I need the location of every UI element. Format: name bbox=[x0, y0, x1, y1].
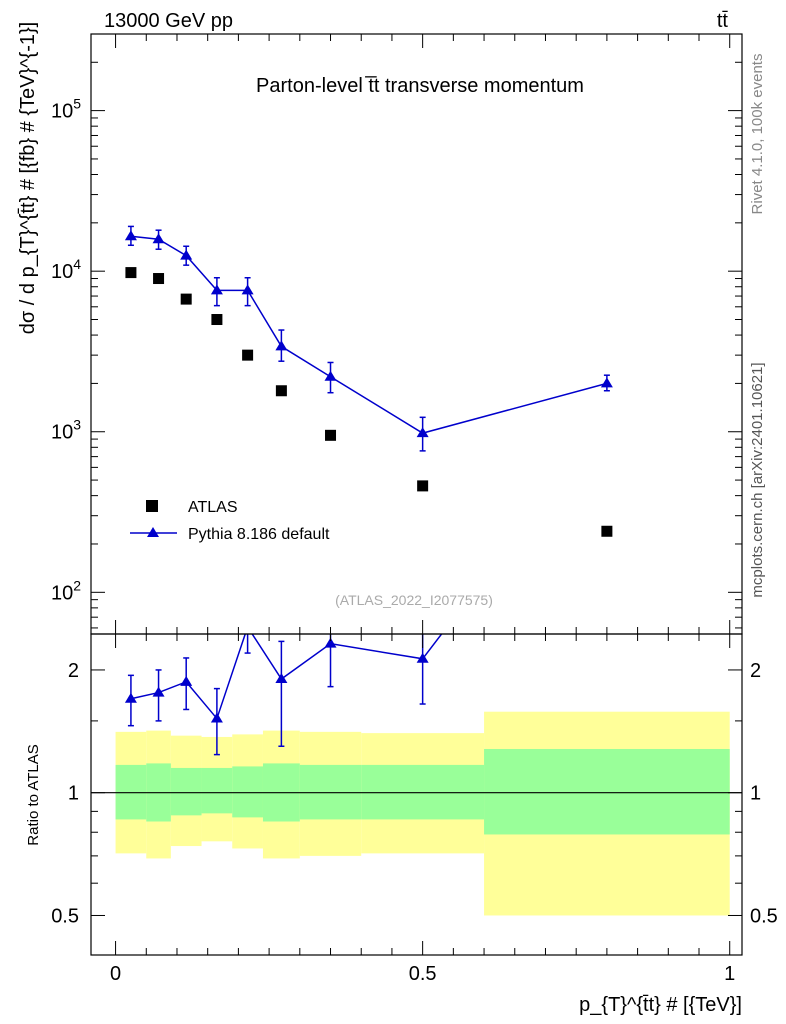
pythia-point bbox=[152, 233, 165, 244]
header-label: 13000 GeV pp bbox=[104, 10, 233, 32]
legend-mc-marker bbox=[147, 527, 159, 537]
x-tick-label: 0 bbox=[110, 963, 121, 985]
x-tick-label: 1 bbox=[724, 963, 735, 985]
x-axis-label: p_{T}^{t̄t} # [{TeV}] bbox=[579, 994, 742, 1016]
ratio-y-tick-label-right: 2 bbox=[750, 660, 761, 682]
pythia-point bbox=[324, 370, 337, 381]
ratio-series-line bbox=[130, 634, 443, 721]
ratio-point bbox=[601, 412, 613, 422]
ratio-point bbox=[210, 712, 223, 723]
ratio-series bbox=[124, 412, 613, 756]
ratio-y-tick-label-right: 0.5 bbox=[750, 905, 778, 927]
pythia-point bbox=[241, 284, 254, 295]
legend-data-marker bbox=[146, 500, 158, 512]
y-axis-label: dσ / d p_{T}^{t̄t} # [{fb} # {TeV}^{-1}] bbox=[17, 22, 39, 334]
main-series bbox=[124, 225, 613, 537]
ratio-point bbox=[152, 686, 165, 697]
atlas-data-point bbox=[275, 385, 287, 397]
atlas-data-point bbox=[601, 525, 613, 537]
ratio-y-tick-label: 2 bbox=[68, 660, 79, 682]
legend-data-label: ATLAS bbox=[188, 499, 238, 516]
atlas-data-point bbox=[180, 293, 192, 305]
pythia-point bbox=[124, 230, 137, 241]
main-frame bbox=[90, 33, 743, 635]
atlas-data-point bbox=[211, 314, 223, 326]
ratio-point bbox=[124, 692, 137, 703]
legend: ATLAS Pythia 8.186 default bbox=[130, 499, 330, 543]
main-y-tick-label: 104 bbox=[51, 256, 81, 283]
main-y-tick-label: 103 bbox=[51, 417, 81, 444]
data-uncertainty-band-inner bbox=[484, 748, 730, 835]
ratio-panel: 0.5 0.5 1 1 2 2 0 0.5 1 bbox=[51, 412, 778, 985]
pythia-point bbox=[416, 427, 429, 438]
analysis-id: (ATLAS_2022_I2077575) bbox=[335, 592, 493, 608]
data-uncertainty-band-inner bbox=[201, 767, 233, 814]
atlas-data-point bbox=[325, 429, 337, 441]
mcplots-label: mcplots.cern.ch [arXiv:2401.10621] bbox=[749, 362, 766, 597]
atlas-data-point bbox=[417, 480, 429, 492]
pythia-point bbox=[600, 377, 613, 388]
ratio-point bbox=[180, 675, 193, 686]
main-y-tick-label: 102 bbox=[51, 577, 81, 604]
atlas-data-point bbox=[125, 267, 137, 279]
pythia-point bbox=[275, 340, 288, 351]
ratio-y-tick-label-right: 1 bbox=[750, 783, 761, 805]
main-panel: 102 103 104 105 bbox=[51, 33, 743, 635]
atlas-data-point bbox=[153, 273, 165, 285]
rivet-label: Rivet 4.1.0, 100k events bbox=[749, 54, 766, 215]
pythia-point bbox=[180, 249, 193, 260]
pythia-point bbox=[210, 284, 223, 295]
atlas-data-point bbox=[242, 349, 254, 361]
ratio-y-axis-label: Ratio to ATLAS bbox=[25, 744, 42, 845]
ratio-y-tick-label: 0.5 bbox=[51, 905, 79, 927]
ratio-bands bbox=[115, 711, 730, 916]
data-uncertainty-band-inner bbox=[170, 767, 202, 816]
x-tick-label: 0.5 bbox=[409, 963, 437, 985]
ratio-y-tick-label: 1 bbox=[68, 783, 79, 805]
pythia-series-line bbox=[130, 235, 608, 434]
main-y-tick-label: 105 bbox=[51, 96, 81, 123]
chart-title: Parton-level t̅t transverse momentum bbox=[256, 75, 584, 97]
ratio-point bbox=[324, 637, 337, 648]
data-uncertainty-band-inner bbox=[232, 766, 263, 818]
process-label: tt̄ bbox=[717, 10, 729, 32]
legend-mc-label: Pythia 8.186 default bbox=[188, 526, 330, 543]
ratio-point bbox=[416, 652, 429, 663]
ratio-point bbox=[275, 673, 288, 684]
ratio-point bbox=[242, 621, 254, 631]
